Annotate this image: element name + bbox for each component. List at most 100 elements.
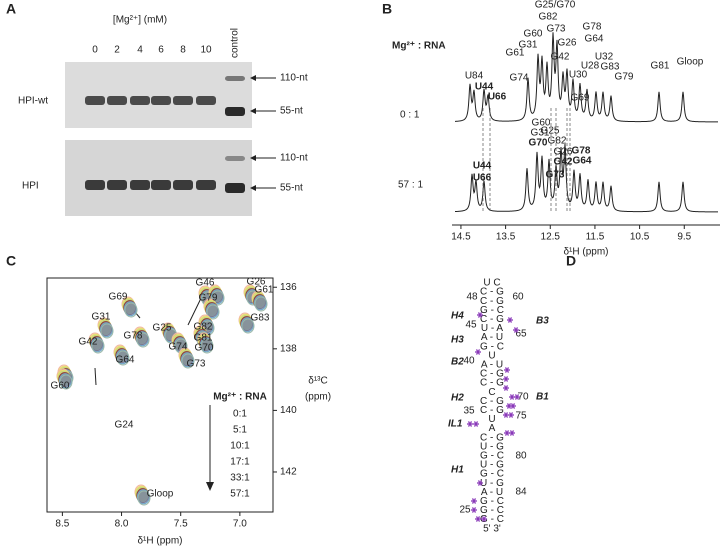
base-pair: G - C [480,305,504,316]
base-pair: G - C [480,469,504,480]
residue-number: 60 [512,292,524,303]
peak-label: G64 [573,156,592,167]
peak-label: G74 [169,342,188,353]
panel-label: C [6,253,16,269]
ratio-label: 0 : 1 [400,110,420,121]
band [225,156,245,161]
band [85,96,105,105]
cross-peak [58,373,72,389]
gel-title: [Mg²⁺] (mM) [113,15,167,26]
peak-label: G81 [194,333,213,344]
base-pair: U [488,414,495,425]
peak-label: Gloop [147,489,174,500]
peak-label: G42 [554,157,573,168]
row-label: HPI [22,181,39,192]
cross-peak [91,338,105,354]
peak-label: G82 [539,12,558,23]
cross-peak [90,337,104,353]
x-tick-label: 14.5 [451,232,471,243]
residue-number: 45 [465,320,477,331]
modification-star [467,421,473,427]
region-label: IL1 [448,419,463,430]
base-pair: G - C [480,451,504,462]
y-tick-label: 142 [280,467,297,478]
cross-peak [116,350,130,366]
residue-number: 84 [515,487,527,498]
peak-label: G25/G70 [535,0,576,11]
peak-label: G70 [529,138,548,149]
base-pair: C - G [480,432,504,443]
base-pair: G - C [480,496,504,507]
spectrum [454,143,718,213]
peak-label: G26 [247,277,266,288]
cross-peak [180,352,194,368]
cross-peak [136,489,150,505]
panel-label: B [382,1,392,17]
base-pair: U - A [481,323,504,334]
region-label: H3 [451,335,464,346]
band [225,107,245,116]
modification-star [503,412,509,418]
peak-label: G82 [194,322,213,333]
peak-label: G24 [115,420,134,431]
x-axis-label: δ¹H (ppm) [563,247,608,258]
peak-label: G26 [558,38,577,49]
peak-label: G74 [510,73,529,84]
peak-label: G46 [196,278,215,289]
cross-peak [253,295,267,311]
modification-star [471,498,477,504]
peak-label: G61 [255,285,274,296]
peak-label: U44 [473,161,492,172]
band [196,96,216,105]
base-pair: G - C [480,341,504,352]
x-tick-label: 12.5 [541,232,561,243]
y-axis-label: (ppm) [305,392,331,403]
x-axis-label: δ¹H (ppm) [137,536,182,547]
peak-label: G78 [124,331,143,342]
row-label: HPI-wt [18,96,48,107]
peak-label: U66 [473,173,492,184]
base-pair: U - G [480,460,504,471]
cross-peak [240,317,254,333]
x-tick-label: 10.5 [630,232,650,243]
ratio-label: 10:1 [230,441,250,452]
modification-star [475,349,481,355]
ratio-label: 5:1 [233,425,247,436]
arrow-head [250,185,256,191]
band [85,180,105,190]
cross-peak [199,337,213,353]
cross-peak [124,302,138,318]
x-tick-label: 13.5 [496,232,516,243]
arrow-head [250,155,256,161]
peak-label: G83 [601,62,620,73]
residue-number: 80 [515,451,527,462]
modification-star [510,403,516,409]
base-pair: U - G [480,478,504,489]
band [225,183,245,193]
marker-label: 110-nt [280,73,308,84]
base-pair: C - G [480,369,504,380]
spectrum [454,32,718,123]
peak-label: Gloop [677,57,704,68]
cross-peak [254,296,268,312]
peak-label: G69 [571,93,590,104]
peak-label: G64 [116,355,135,366]
modification-star [504,430,510,436]
peak-label: G31 [519,40,538,51]
region-label: H1 [451,465,464,476]
peak-label: G31 [92,312,111,323]
marker-label: 55-nt [280,183,303,194]
modification-star [481,516,487,522]
base-pair: A - U [481,487,503,498]
band [196,180,216,190]
peak-label: U66 [488,92,507,103]
peak-label: G73 [546,170,565,181]
x-tick-label: 8.0 [115,519,129,530]
cross-peak [100,323,114,339]
gel-top [65,62,252,128]
modification-star [475,516,481,522]
peak-label: U30 [569,70,588,81]
base-pair: A - U [481,332,503,343]
modification-star [509,430,515,436]
peak-label: U44 [475,82,494,93]
